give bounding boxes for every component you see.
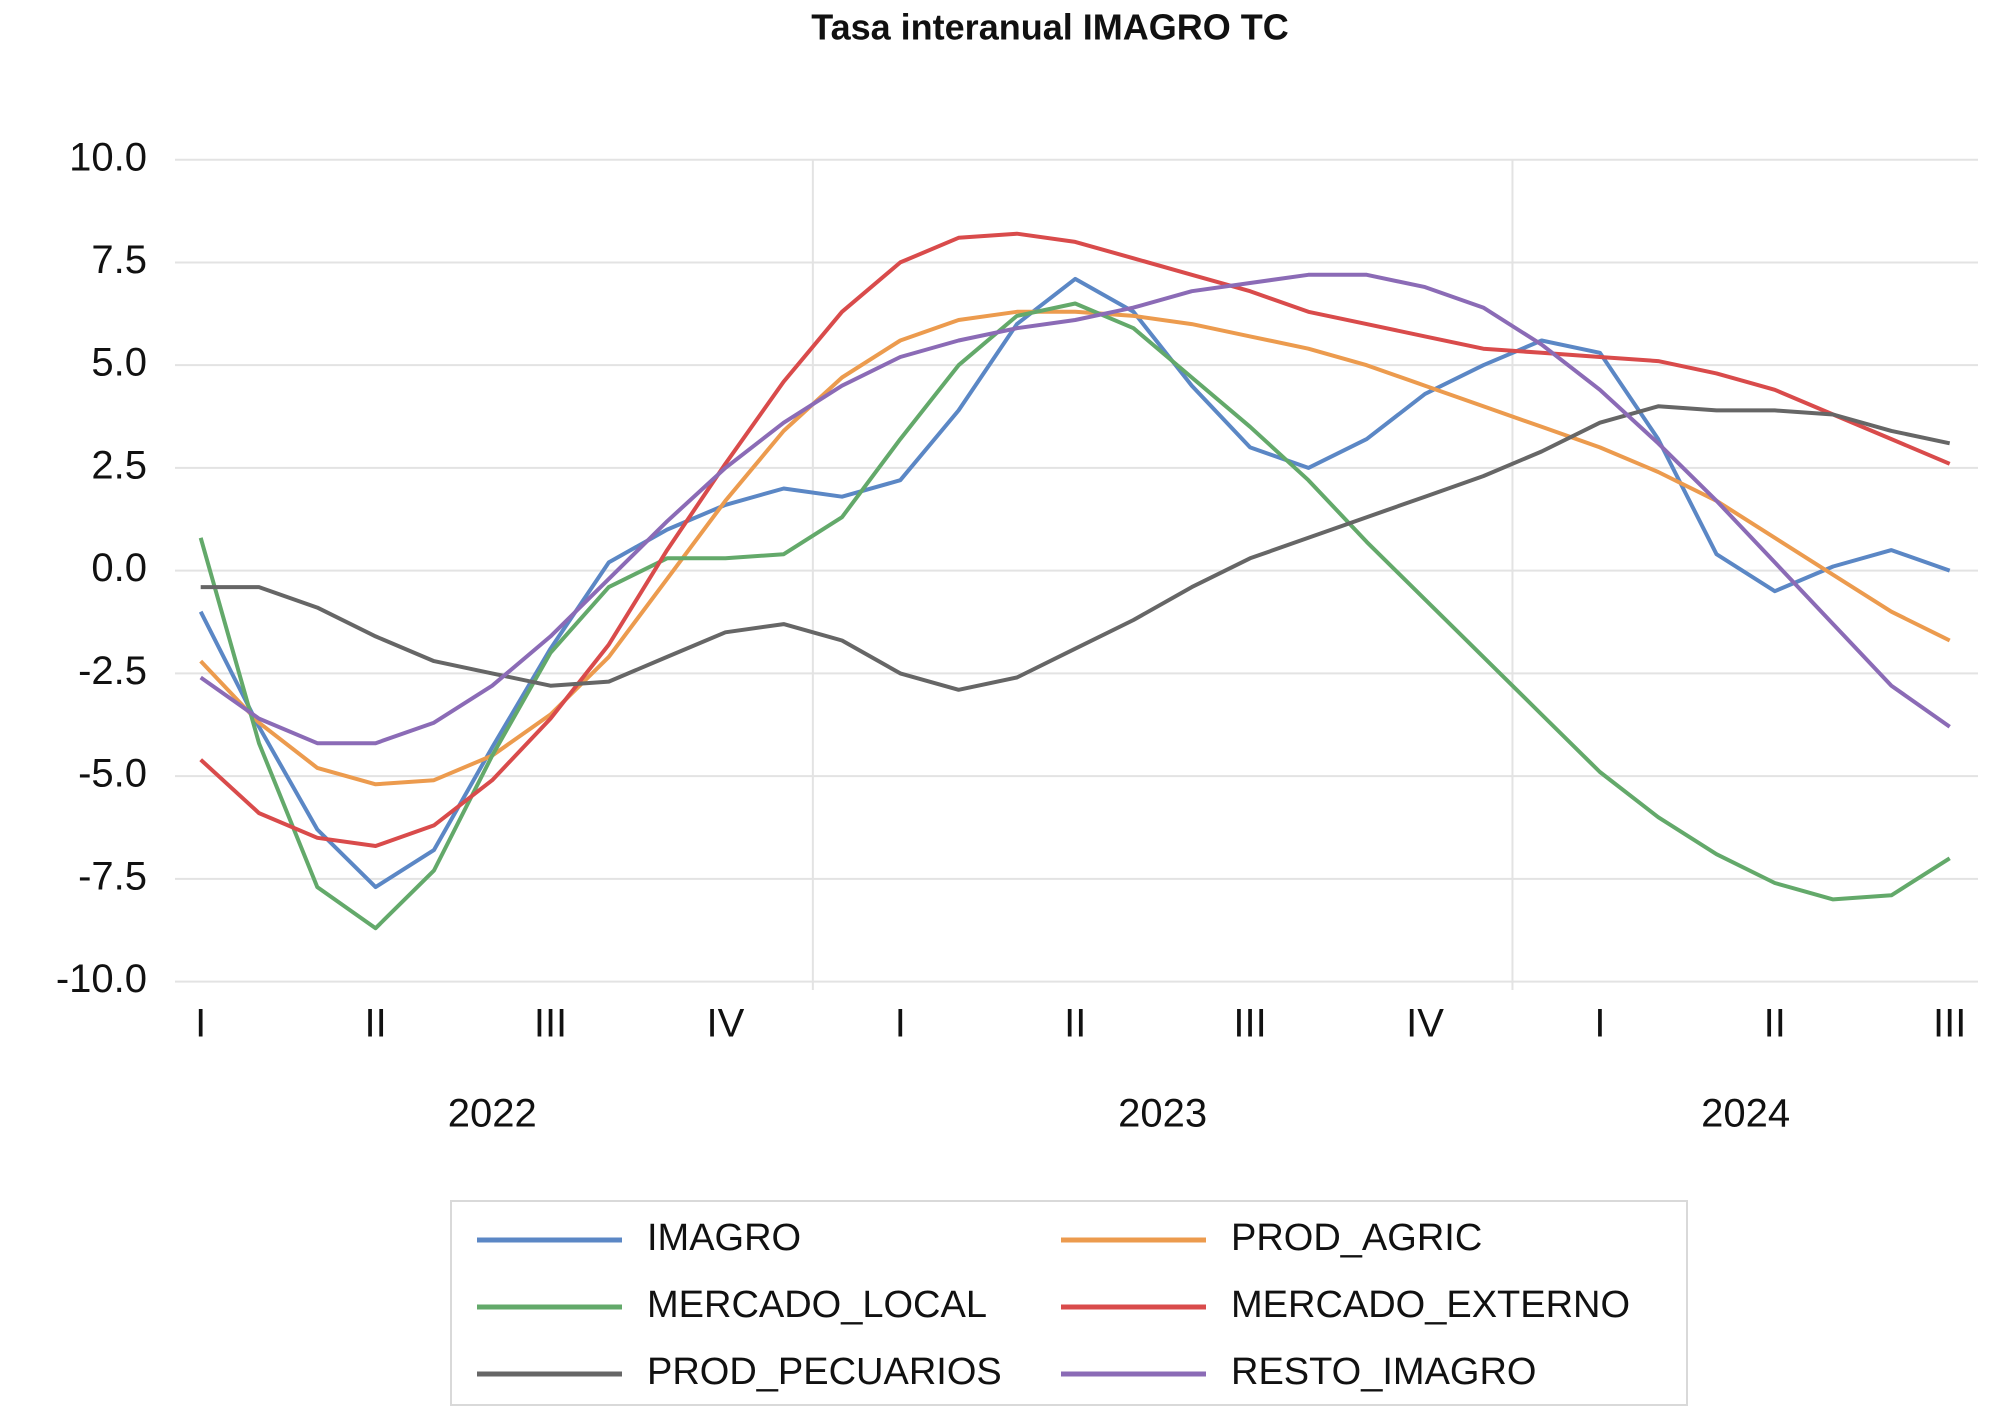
y-tick-label: 2.5 [91, 443, 147, 487]
series-line [198, 276, 1951, 890]
x-tick-label: II [364, 1002, 386, 1046]
series-line [199, 231, 1951, 848]
x-tick-label: IV [1406, 1002, 1444, 1046]
x-tick-label: I [195, 1002, 206, 1046]
x-tick-label: IV [707, 1002, 745, 1046]
legend-label: MERCADO_EXTERNO [1231, 1284, 1630, 1326]
legend-label: RESTO_IMAGRO [1231, 1351, 1536, 1393]
series-line [199, 272, 1951, 746]
x-tick-label: III [534, 1002, 567, 1046]
y-tick-label: 7.5 [91, 238, 147, 282]
y-tick-label: -2.5 [78, 649, 147, 693]
legend-box [450, 1200, 1688, 1406]
year-label: 2023 [1118, 1092, 1207, 1136]
y-tick-label: 0.0 [91, 546, 147, 590]
y-tick-label: 10.0 [69, 135, 147, 179]
x-tick-label: I [1594, 1002, 1605, 1046]
legend-label: PROD_AGRIC [1231, 1217, 1482, 1259]
x-tick-label: III [1933, 1002, 1966, 1046]
y-tick-label: 5.0 [91, 341, 147, 385]
year-label: 2022 [448, 1092, 537, 1136]
y-tick-label: -10.0 [56, 957, 147, 1001]
year-label: 2024 [1701, 1092, 1790, 1136]
x-tick-label: III [1233, 1002, 1266, 1046]
legend-label: PROD_PECUARIOS [647, 1351, 1002, 1393]
x-tick-label: II [1764, 1002, 1786, 1046]
x-tick-label: II [1064, 1002, 1086, 1046]
x-tick-label: I [895, 1002, 906, 1046]
y-tick-label: -7.5 [78, 854, 147, 898]
y-tick-label: -5.0 [78, 752, 147, 796]
legend-label: MERCADO_LOCAL [647, 1284, 987, 1326]
series-line [200, 404, 1951, 692]
series-line [198, 301, 1951, 931]
legend-label: IMAGRO [647, 1217, 801, 1259]
chart-title: Tasa interanual IMAGRO TC [811, 7, 1288, 48]
